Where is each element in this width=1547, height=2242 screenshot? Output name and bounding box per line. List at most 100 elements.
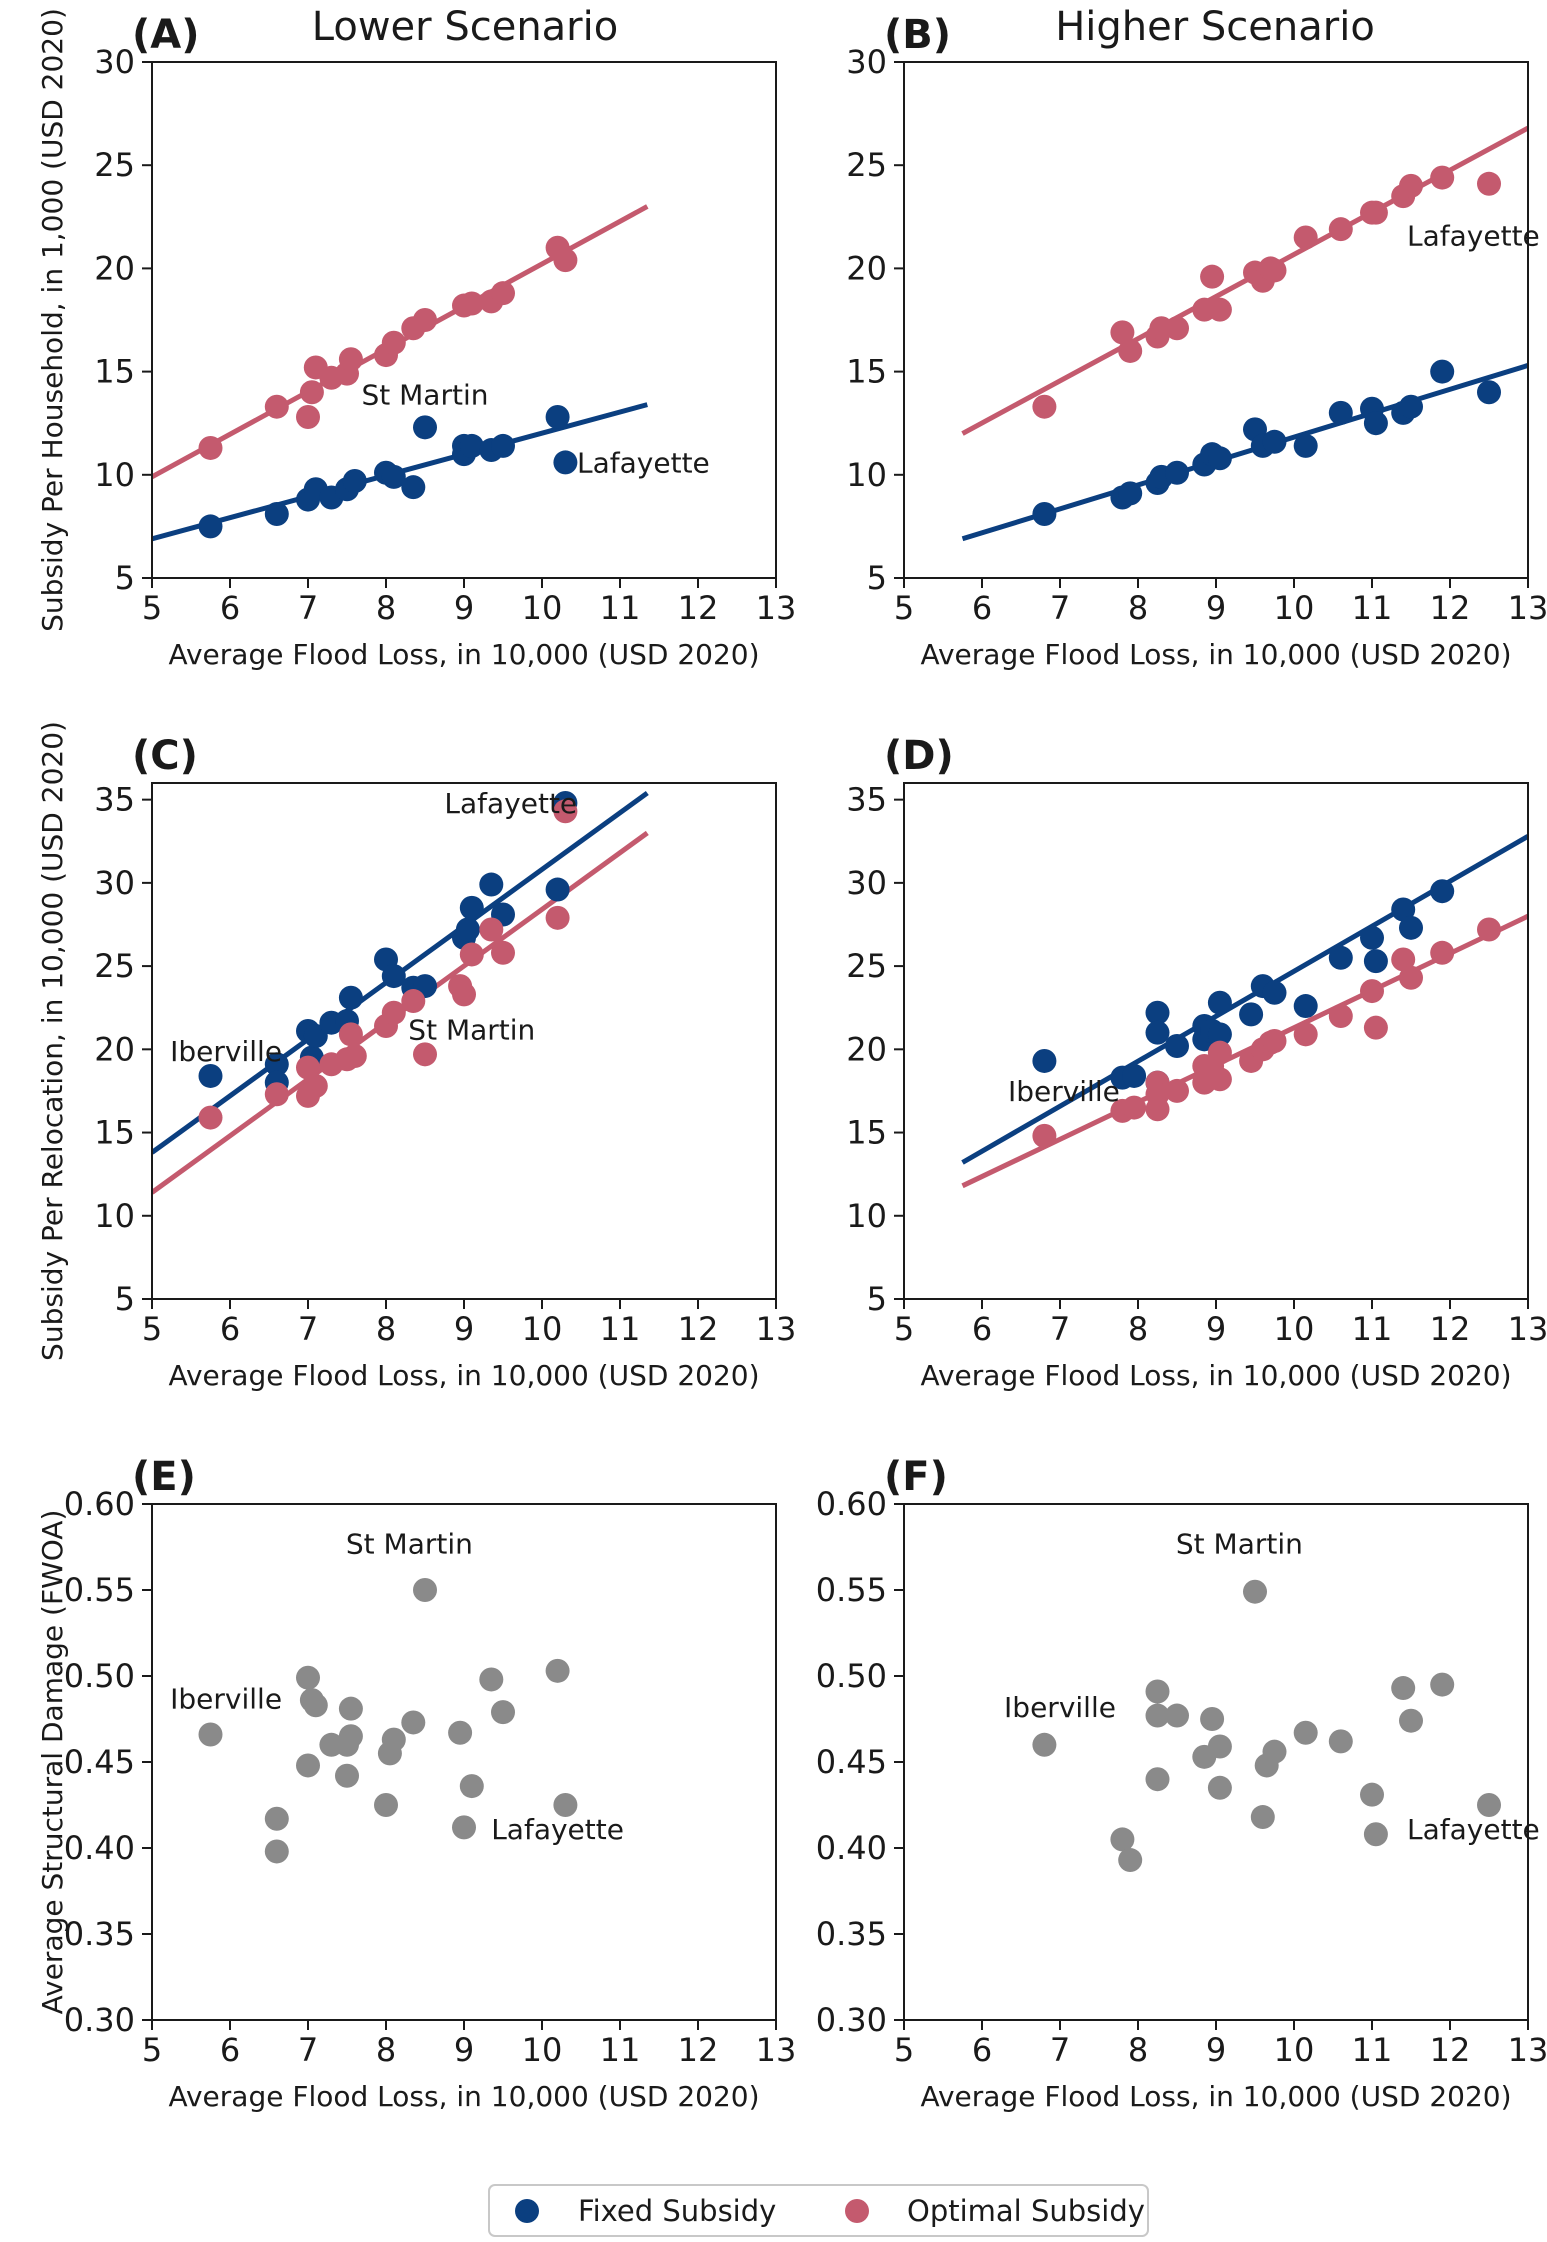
data-point-fixed-subsidy <box>1293 433 1318 458</box>
data-point-fixed-subsidy <box>1262 980 1287 1005</box>
data-point-optimal-subsidy <box>299 380 324 405</box>
data-point-optimal-subsidy <box>1477 917 1501 942</box>
data-point-optimal-subsidy <box>401 989 426 1014</box>
y-tick-label: 5 <box>867 559 887 597</box>
data-point-average-structural-damage <box>338 1724 363 1749</box>
data-point-optimal-subsidy <box>1032 1123 1057 1148</box>
x-tick-label: 8 <box>376 2031 396 2069</box>
data-point-average-structural-damage <box>1145 1767 1170 1792</box>
x-tick-label: 5 <box>142 589 162 627</box>
y-tick-label: 25 <box>846 146 887 184</box>
x-tick-label: 13 <box>1508 589 1547 627</box>
y-tick-label: 30 <box>94 43 135 81</box>
data-point-optimal-subsidy <box>1399 173 1423 198</box>
y-tick-label: 0.35 <box>816 1915 887 1953</box>
data-point-fixed-subsidy <box>1399 394 1423 419</box>
x-tick-label: 8 <box>376 589 396 627</box>
x-axis-label: Average Flood Loss, in 10,000 (USD 2020) <box>920 1359 1511 1392</box>
data-point-fixed-subsidy <box>198 1063 223 1088</box>
annotation-label: Iberville <box>1004 1691 1116 1724</box>
data-point-fixed-subsidy <box>459 895 484 920</box>
x-tick-label: 13 <box>756 2031 797 2069</box>
data-point-optimal-subsidy <box>553 248 578 273</box>
x-tick-label: 11 <box>1352 2031 1393 2069</box>
data-point-fixed-subsidy <box>1363 411 1388 436</box>
data-point-optimal-subsidy <box>545 905 570 930</box>
data-point-fixed-subsidy <box>338 985 363 1010</box>
x-tick-label: 10 <box>1274 589 1315 627</box>
data-point-fixed-subsidy <box>491 433 515 458</box>
panel-f: 5 6 7 8 9 10 11 12 13 0.30 0.35 0.40 0.45 0.50 0.55 0.6… <box>816 1454 1547 2113</box>
data-point-average-structural-damage <box>1145 1679 1170 1704</box>
x-axis-label: Average Flood Loss, in 10,000 (USD 2020) <box>920 638 1511 671</box>
y-axis-label: Subsidy Per Relocation, in 10,000 (USD 2… <box>36 721 69 1361</box>
y-tick-label: 25 <box>94 947 135 985</box>
x-tick-label: 11 <box>600 2031 641 2069</box>
data-point-optimal-subsidy <box>1207 297 1232 322</box>
x-tick-label: 9 <box>1206 2031 1226 2069</box>
data-point-optimal-subsidy <box>296 1055 320 1080</box>
data-point-optimal-subsidy <box>1391 947 1416 972</box>
data-point-average-structural-damage <box>479 1667 504 1692</box>
x-tick-label: 12 <box>678 589 719 627</box>
data-point-average-structural-damage <box>545 1658 570 1683</box>
data-point-optimal-subsidy <box>264 1082 289 1107</box>
y-tick-label: 0.30 <box>816 2001 887 2039</box>
x-tick-label: 9 <box>1206 589 1226 627</box>
y-tick-label: 25 <box>846 947 887 985</box>
panel-label: (F) <box>884 1454 948 1500</box>
y-tick-label: 10 <box>846 1197 887 1235</box>
x-tick-label: 12 <box>1430 589 1471 627</box>
x-tick-label: 10 <box>522 1310 563 1348</box>
data-point-optimal-subsidy <box>1477 171 1501 196</box>
y-tick-label: 0.40 <box>64 1829 135 1867</box>
annotation-label: Lafayette <box>491 1813 624 1846</box>
data-point-optimal-subsidy <box>1360 979 1384 1004</box>
y-tick-label: 0.50 <box>64 1657 135 1695</box>
data-point-fixed-subsidy <box>455 917 480 942</box>
data-point-fixed-subsidy <box>479 872 504 897</box>
legend-label-fixed: Fixed Subsidy <box>578 2194 776 2228</box>
data-point-average-structural-damage <box>1243 1579 1267 1604</box>
x-tick-label: 11 <box>1352 1310 1393 1348</box>
data-point-average-structural-damage <box>1032 1732 1057 1757</box>
data-point-optimal-subsidy <box>1430 165 1455 190</box>
x-tick-label: 6 <box>972 2031 992 2069</box>
data-point-fixed-subsidy <box>553 450 578 475</box>
data-point-optimal-subsidy <box>338 1022 363 1047</box>
data-point-fixed-subsidy <box>1118 481 1143 506</box>
column-title-higher: Higher Scenario <box>1055 4 1375 50</box>
data-point-optimal-subsidy <box>296 405 320 430</box>
data-point-fixed-subsidy <box>1391 897 1416 922</box>
x-tick-label: 7 <box>298 1310 318 1348</box>
data-point-optimal-subsidy <box>1122 1095 1147 1120</box>
legend-frame <box>488 2184 1149 2237</box>
panel-e: 5 6 7 8 9 10 11 12 13 0.30 0.35 0.40 0.45 0.50 0.55 0.6… <box>36 1454 796 2113</box>
plot-area <box>198 1578 578 1864</box>
data-point-fixed-subsidy <box>545 405 570 430</box>
data-point-optimal-subsidy <box>1207 1040 1232 1065</box>
data-point-optimal-subsidy <box>1430 940 1455 965</box>
x-tick-label: 10 <box>1274 2031 1315 2069</box>
data-point-average-structural-damage <box>1328 1729 1353 1754</box>
y-tick-label: 0.50 <box>816 1657 887 1695</box>
annotation-label: St Martin <box>408 1013 535 1046</box>
x-tick-label: 12 <box>678 1310 719 1348</box>
data-point-fixed-subsidy <box>264 1052 289 1077</box>
y-tick-label: 0.40 <box>816 1829 887 1867</box>
y-tick-label: 5 <box>115 1280 135 1318</box>
data-point-fixed-subsidy <box>1032 502 1057 527</box>
fit-line-fixed-subsidy <box>961 363 1528 542</box>
y-tick-label: 15 <box>846 353 887 391</box>
data-point-average-structural-damage <box>264 1806 289 1831</box>
x-tick-label: 6 <box>220 1310 240 1348</box>
y-tick-label: 35 <box>94 781 135 819</box>
plot-frame <box>151 1503 777 2021</box>
data-point-fixed-subsidy <box>1122 1063 1147 1088</box>
panel-d: 5 6 7 8 9 10 11 12 13 5 10 15 20 25 30 35 Average Flood … <box>846 733 1547 1392</box>
data-point-optimal-subsidy <box>1118 338 1143 363</box>
data-point-average-structural-damage <box>491 1700 515 1725</box>
y-axis-label: Subsidy Per Household, in 1,000 (USD 202… <box>36 8 69 632</box>
data-point-optimal-subsidy <box>1363 200 1388 225</box>
data-point-average-structural-damage <box>381 1727 406 1752</box>
